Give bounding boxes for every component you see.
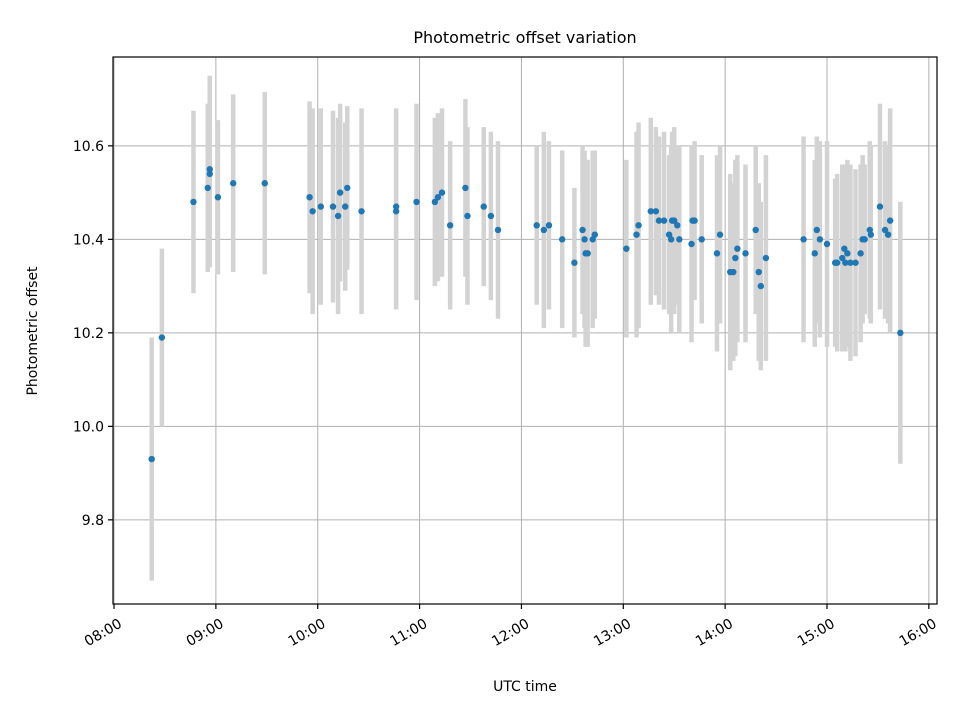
data-point (623, 245, 630, 252)
data-point (867, 231, 874, 238)
data-point (671, 217, 678, 224)
data-point (635, 222, 642, 229)
data-point (329, 203, 337, 210)
data-point (438, 189, 446, 196)
data-point (190, 198, 197, 206)
data-point (206, 166, 213, 173)
data-point (881, 226, 889, 234)
data-point (655, 217, 663, 224)
data-point (464, 212, 471, 220)
data-point (755, 268, 762, 276)
data-point (558, 236, 566, 243)
data-point (462, 184, 469, 192)
data-point (571, 259, 578, 266)
data-point (446, 222, 454, 229)
data-point (480, 203, 487, 210)
data-point (813, 226, 821, 234)
data-point (716, 231, 724, 238)
data-point (652, 208, 660, 215)
data-point (732, 254, 739, 262)
data-point (584, 250, 591, 257)
y-tick-label: 10.4 (73, 232, 104, 248)
data-point (487, 212, 495, 220)
y-tick-label: 10.2 (73, 326, 104, 342)
data-point (431, 198, 439, 206)
data-point (757, 282, 764, 290)
data-point (841, 245, 848, 252)
chart-title: Photometric offset variation (413, 28, 636, 47)
data-point (816, 236, 824, 243)
y-tick-label: 10.6 (73, 139, 104, 155)
data-point (336, 189, 344, 196)
data-point (752, 226, 759, 234)
data-point (884, 231, 892, 238)
data-point (886, 217, 894, 224)
data-point (734, 245, 741, 252)
grid-lines (113, 57, 937, 604)
data-point (844, 250, 851, 257)
plot-frame (112, 56, 938, 605)
data-point (204, 184, 211, 192)
data-point (842, 259, 849, 266)
data-point (823, 240, 831, 248)
data-point (674, 222, 681, 229)
data-point (342, 203, 349, 210)
data-point (229, 180, 237, 187)
data-point (434, 194, 442, 201)
data-point (540, 226, 548, 234)
data-point (591, 231, 598, 238)
data-point (698, 236, 705, 243)
data-point (344, 184, 351, 192)
data-point (857, 250, 864, 257)
data-point (742, 250, 749, 257)
data-point (762, 254, 770, 262)
data-point (306, 194, 313, 201)
data-point (691, 217, 698, 224)
x-axis-label: UTC time (493, 679, 557, 695)
data-point (676, 236, 683, 243)
data-point (494, 226, 502, 234)
data-point (833, 259, 841, 266)
data-point (392, 203, 400, 210)
y-axis-ticks: 9.8 10.0 10.2 10.4 10.6 (73, 139, 113, 529)
data-point (317, 203, 324, 210)
data-point (847, 259, 854, 266)
data-point (730, 268, 737, 276)
data-point (358, 208, 365, 215)
y-tick-label: 10.0 (73, 419, 104, 435)
data-point (647, 208, 654, 215)
data-point (148, 455, 155, 463)
data-point (261, 180, 268, 187)
data-point (206, 170, 213, 178)
data-point (545, 222, 553, 229)
data-point (158, 334, 166, 341)
data-point (861, 236, 868, 243)
data-point (713, 250, 721, 257)
data-point (667, 236, 675, 243)
data-point (688, 240, 695, 248)
y-tick-label: 9.8 (82, 513, 104, 529)
data-point (533, 222, 540, 229)
data-point (811, 250, 818, 257)
data-point (214, 194, 222, 201)
data-point (852, 259, 859, 266)
data-point (581, 236, 588, 243)
data-point (392, 208, 400, 215)
data-point (660, 217, 668, 224)
data-point (413, 198, 420, 206)
data-point (876, 203, 884, 210)
y-axis-label: Photometric offset (25, 266, 41, 396)
data-point (579, 226, 586, 234)
data-point (897, 329, 904, 337)
data-point (800, 236, 807, 243)
data-point (334, 212, 342, 220)
data-point (309, 208, 316, 215)
data-point (633, 231, 640, 238)
data-point (839, 254, 846, 262)
data-points (148, 166, 904, 463)
